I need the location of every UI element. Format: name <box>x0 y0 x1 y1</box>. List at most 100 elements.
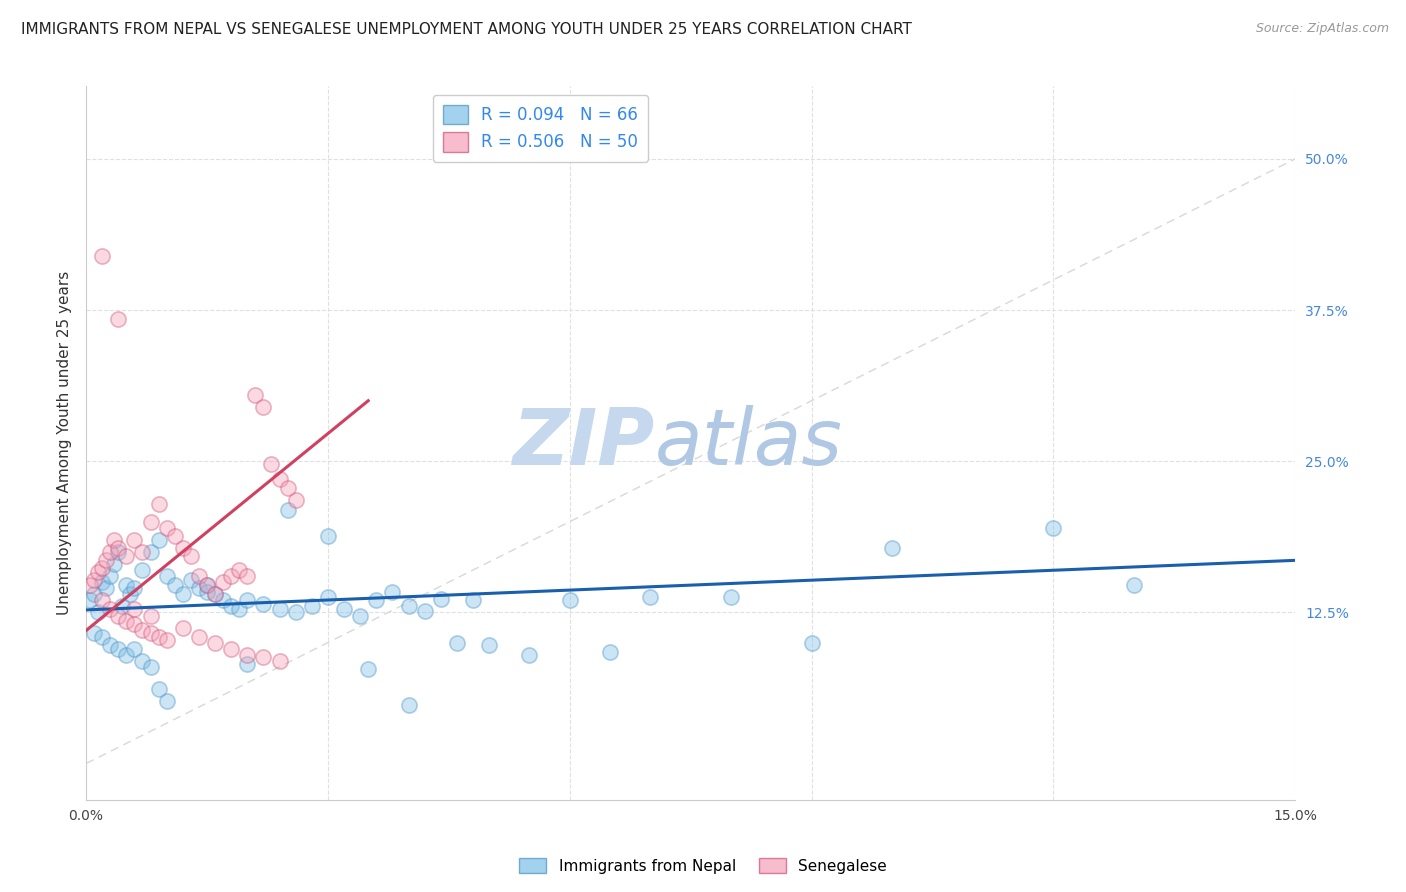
Point <box>236 593 259 607</box>
Point <box>316 529 339 543</box>
Point <box>139 626 162 640</box>
Point <box>720 590 742 604</box>
Point <box>882 541 904 556</box>
Point <box>91 575 114 590</box>
Point <box>124 641 146 656</box>
Point <box>83 573 105 587</box>
Point <box>284 605 307 619</box>
Point <box>139 545 162 559</box>
Point <box>139 659 162 673</box>
Point <box>398 698 420 713</box>
Text: atlas: atlas <box>654 405 842 481</box>
Point <box>139 515 162 529</box>
Point <box>103 533 125 547</box>
Point <box>245 387 267 401</box>
Point <box>236 657 259 672</box>
Point <box>96 553 118 567</box>
Point <box>195 577 218 591</box>
Point <box>558 593 581 607</box>
Point <box>79 593 101 607</box>
Point <box>236 569 259 583</box>
Point <box>429 592 451 607</box>
Point <box>163 577 186 591</box>
Point <box>131 654 153 668</box>
Point <box>284 492 307 507</box>
Point <box>349 609 371 624</box>
Point <box>103 557 125 571</box>
Point <box>640 590 662 604</box>
Point <box>269 601 291 615</box>
Point <box>115 549 138 563</box>
Point <box>260 457 283 471</box>
Point <box>413 604 436 618</box>
Point <box>98 601 121 615</box>
Point <box>91 249 114 263</box>
Point <box>172 587 194 601</box>
Point <box>316 590 339 604</box>
Point <box>219 599 242 614</box>
Point <box>228 563 250 577</box>
Point <box>461 593 484 607</box>
Point <box>1123 577 1146 591</box>
Point <box>115 614 138 628</box>
Point <box>124 601 146 615</box>
Point <box>107 545 129 559</box>
Point <box>269 654 291 668</box>
Point <box>107 541 129 556</box>
Point <box>187 569 209 583</box>
Point <box>219 569 242 583</box>
Point <box>187 630 209 644</box>
Point <box>277 481 299 495</box>
Point <box>228 601 250 615</box>
Point <box>519 648 541 662</box>
Point <box>91 630 114 644</box>
Point <box>478 638 501 652</box>
Point <box>148 681 170 696</box>
Point <box>187 581 209 595</box>
Point <box>252 597 274 611</box>
Point <box>87 605 110 619</box>
Point <box>446 635 468 649</box>
Point <box>195 577 218 591</box>
Point <box>357 662 380 676</box>
Point <box>163 529 186 543</box>
Text: ZIP: ZIP <box>512 405 654 481</box>
Legend: R = 0.094   N = 66, R = 0.506   N = 50: R = 0.094 N = 66, R = 0.506 N = 50 <box>433 95 648 161</box>
Point <box>131 545 153 559</box>
Point <box>98 545 121 559</box>
Point <box>83 626 105 640</box>
Point <box>148 496 170 510</box>
Point <box>87 566 110 580</box>
Point <box>148 533 170 547</box>
Point <box>204 635 226 649</box>
Point <box>83 587 105 601</box>
Point <box>301 599 323 614</box>
Point <box>1042 521 1064 535</box>
Point <box>180 549 202 563</box>
Point <box>277 502 299 516</box>
Point <box>107 609 129 624</box>
Point <box>131 563 153 577</box>
Text: IMMIGRANTS FROM NEPAL VS SENEGALESE UNEMPLOYMENT AMONG YOUTH UNDER 25 YEARS CORR: IMMIGRANTS FROM NEPAL VS SENEGALESE UNEM… <box>21 22 912 37</box>
Point <box>98 638 121 652</box>
Point <box>252 650 274 665</box>
Point <box>252 400 274 414</box>
Point <box>156 569 179 583</box>
Y-axis label: Unemployment Among Youth under 25 years: Unemployment Among Youth under 25 years <box>58 271 72 615</box>
Point <box>381 584 404 599</box>
Point <box>599 645 621 659</box>
Point <box>96 581 118 595</box>
Point <box>800 635 823 649</box>
Point <box>195 584 218 599</box>
Point <box>98 569 121 583</box>
Point <box>180 573 202 587</box>
Point <box>204 587 226 601</box>
Text: Source: ZipAtlas.com: Source: ZipAtlas.com <box>1256 22 1389 36</box>
Point <box>107 641 129 656</box>
Point <box>212 593 235 607</box>
Point <box>107 311 129 326</box>
Point <box>111 599 134 614</box>
Point <box>148 630 170 644</box>
Point <box>115 648 138 662</box>
Point <box>79 577 101 591</box>
